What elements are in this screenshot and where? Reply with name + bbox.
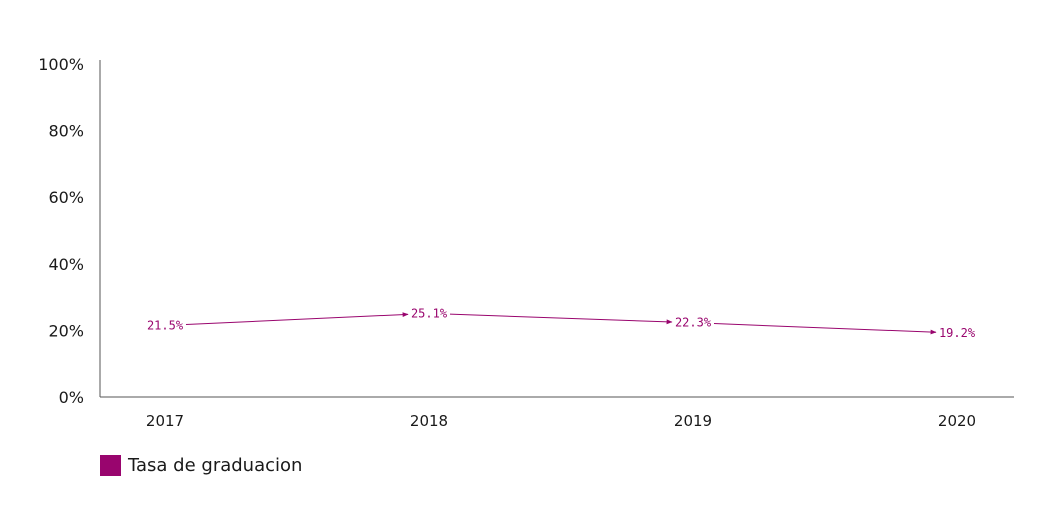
legend: Tasa de graduacion <box>100 455 302 476</box>
y-tick-label: 60% <box>48 188 84 207</box>
series-line-segment <box>185 312 409 325</box>
x-tick-label: 2017 <box>146 412 184 430</box>
x-axis-ticks: 2017 2018 2019 2020 <box>146 412 976 430</box>
y-axis-ticks: 0% 20% 40% 60% 80% 100% <box>38 55 84 407</box>
y-tick-label: 20% <box>48 321 84 340</box>
x-tick-label: 2020 <box>938 412 976 430</box>
data-label: 22.3% <box>675 316 712 330</box>
series-line-segment <box>713 323 937 335</box>
legend-label: Tasa de graduacion <box>128 455 303 476</box>
data-label: 19.2% <box>939 326 976 340</box>
y-tick-label: 80% <box>48 122 84 141</box>
x-tick-label: 2019 <box>674 412 712 430</box>
data-labels: 21.5% 25.1% 22.3% 19.2% <box>147 306 976 340</box>
y-tick-label: 100% <box>38 55 84 74</box>
data-label: 25.1% <box>411 306 448 320</box>
data-label: 21.5% <box>147 318 184 332</box>
y-tick-label: 40% <box>48 255 84 274</box>
series-line-segment <box>449 313 673 325</box>
y-tick-label: 0% <box>59 388 84 407</box>
x-tick-label: 2018 <box>410 412 448 430</box>
series-lines <box>185 312 937 335</box>
legend-swatch <box>100 455 121 476</box>
